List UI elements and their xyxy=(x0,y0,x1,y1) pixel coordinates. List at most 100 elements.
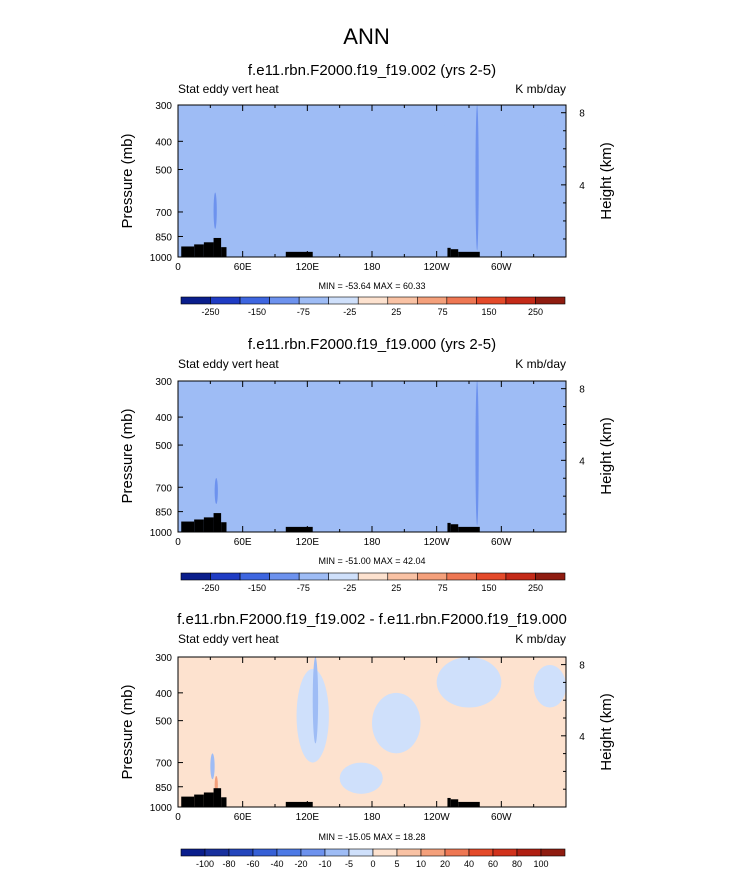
colorbar-swatch xyxy=(210,572,241,581)
y-tick-label: 700 xyxy=(155,208,172,219)
colorbar-label: -250 xyxy=(202,307,220,317)
y-tick-label: 300 xyxy=(155,377,172,388)
colorbar: -100 -80 -60 -40 -20 -10 -5 0 5 10 20 40 60 80 100 xyxy=(180,848,566,869)
colorbar-label: -5 xyxy=(345,859,353,869)
x-tick-label: 180 xyxy=(364,537,381,548)
colorbar-label: -75 xyxy=(297,583,310,593)
terrain-mask xyxy=(213,788,222,807)
colorbar-label: 25 xyxy=(391,583,401,593)
colorbar-label: 5 xyxy=(394,859,399,869)
y2-tick-label: 4 xyxy=(579,456,585,467)
x-tick-label: 120W xyxy=(424,537,451,548)
colorbar-swatch xyxy=(298,296,329,305)
y-tick-label: 400 xyxy=(155,413,172,424)
colorbar-label: 60 xyxy=(488,859,498,869)
x-tick-label: 120W xyxy=(424,812,451,823)
contour-region xyxy=(479,457,566,519)
colorbar-label: 250 xyxy=(528,583,543,593)
terrain-mask xyxy=(447,247,451,257)
x-tick-label: 120W xyxy=(424,262,451,273)
colorbar-label: -60 xyxy=(246,859,259,869)
colorbar-swatch xyxy=(387,572,418,581)
y2-tick-label: 8 xyxy=(579,109,585,120)
y-tick-label: 500 xyxy=(155,717,172,728)
colorbar-label: 0 xyxy=(370,859,375,869)
terrain-mask xyxy=(203,242,214,257)
colorbar-swatch xyxy=(328,572,359,581)
colorbar: -250 -150 -75 -25 25 75 150 250 xyxy=(180,572,566,593)
colorbar-swatch xyxy=(348,848,374,857)
colorbar-swatch xyxy=(444,848,470,857)
x-tick-label: 0 xyxy=(175,262,181,273)
left-label: Stat eddy vert heat xyxy=(178,82,279,96)
colorbar-label: 40 xyxy=(464,859,474,869)
terrain-mask xyxy=(447,797,451,807)
colorbar-label: -25 xyxy=(343,583,356,593)
colorbar-swatch xyxy=(468,848,494,857)
colorbar-label: 20 xyxy=(440,859,450,869)
colorbar-label: -150 xyxy=(248,307,266,317)
x-tick-label: 120E xyxy=(296,262,320,273)
terrain-mask xyxy=(285,251,313,257)
colorbar-swatch xyxy=(535,572,566,581)
contour-region xyxy=(226,105,286,193)
colorbar-swatch xyxy=(324,848,350,857)
y-tick-label: 400 xyxy=(155,689,172,700)
colorbar-label: 150 xyxy=(482,307,497,317)
terrain-mask xyxy=(447,522,451,532)
contour-field xyxy=(178,105,566,257)
colorbar-label: 75 xyxy=(438,307,448,317)
plot-area: 0 60E 120E 180 120W 60W 300 400 500 700 850 1000 8 4 xyxy=(150,101,585,273)
colorbar-label: 80 xyxy=(512,859,522,869)
colorbar-swatch xyxy=(387,296,418,305)
colorbar-label: 75 xyxy=(438,583,448,593)
plot-area: 0 60E 120E 180 120W 60W 300 400 500 700 850 1000 8 4 xyxy=(150,377,585,548)
colorbar-label: -100 xyxy=(196,859,214,869)
y2-tick-label: 8 xyxy=(579,661,585,672)
y-tick-label: 400 xyxy=(155,137,172,148)
x-tick-label: 60W xyxy=(491,537,512,548)
y-tick-label: 500 xyxy=(155,165,172,176)
pressure-axis-label: Pressure (mb) xyxy=(119,408,136,503)
contour-region xyxy=(475,105,479,251)
contour-region xyxy=(533,665,566,708)
x-tick-label: 120E xyxy=(296,537,320,548)
y-tick-label: 850 xyxy=(155,783,172,794)
x-tick-label: 60E xyxy=(234,262,252,273)
min-max-stats: MIN = -51.00 MAX = 42.04 xyxy=(318,556,425,566)
terrain-mask xyxy=(285,801,313,807)
terrain-mask xyxy=(450,524,459,532)
y-tick-label: 300 xyxy=(155,101,172,112)
terrain-mask xyxy=(221,797,227,807)
colorbar-swatch xyxy=(446,296,477,305)
contour-region xyxy=(475,381,479,526)
units-label: K mb/day xyxy=(515,357,566,371)
colorbar-swatch xyxy=(252,848,278,857)
units-label: K mb/day xyxy=(515,632,566,646)
contour-region xyxy=(296,668,329,763)
y-tick-label: 1000 xyxy=(150,528,173,539)
x-tick-label: 60W xyxy=(491,262,512,273)
contour-field xyxy=(178,657,566,807)
y-tick-label: 1000 xyxy=(150,803,173,814)
colorbar-label: -250 xyxy=(202,583,220,593)
colorbar-label: 25 xyxy=(391,307,401,317)
y-tick-label: 850 xyxy=(155,508,172,519)
contour-region xyxy=(213,192,217,229)
colorbar-swatch xyxy=(180,296,211,305)
contour-region xyxy=(339,762,383,794)
colorbar-label: -150 xyxy=(248,583,266,593)
pressure-axis-label: Pressure (mb) xyxy=(119,133,136,228)
y2-tick-label: 4 xyxy=(579,732,585,743)
colorbar-swatch xyxy=(446,572,477,581)
colorbar-swatch xyxy=(298,572,329,581)
colorbar-swatch xyxy=(239,572,270,581)
colorbar-swatch xyxy=(204,848,230,857)
y-tick-label: 300 xyxy=(155,653,172,664)
terrain-mask xyxy=(450,799,459,807)
panel-2: f.e11.rbn.F2000.f19_f19.000 (yrs 2-5) St… xyxy=(119,336,615,593)
x-tick-label: 180 xyxy=(364,812,381,823)
x-tick-label: 60E xyxy=(234,812,252,823)
y-tick-label: 700 xyxy=(155,483,172,494)
colorbar-swatch xyxy=(300,848,326,857)
